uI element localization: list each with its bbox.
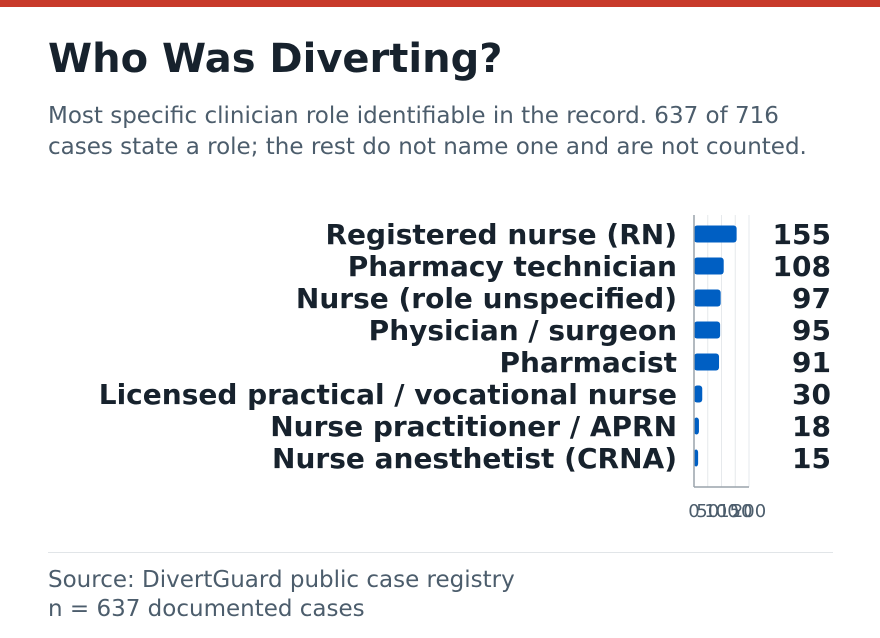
value-label: 108 [773,250,831,283]
category-label: Nurse practitioner / APRN [270,410,677,443]
sample-size-note: n = 637 documented cases [48,596,365,622]
category-label: Physician / surgeon [369,314,677,347]
page-subtitle: Most specific clinician role identifiabl… [48,103,807,160]
bar [694,385,703,403]
category-labels: Registered nurse (RN)Pharmacy technician… [99,218,677,475]
value-label: 18 [792,410,831,443]
x-tick-label: 100 [704,501,738,522]
accent-bar [0,0,880,7]
x-tick-label: 0 [688,501,699,522]
value-label: 30 [792,378,831,411]
x-tick-label: 50 [696,501,719,522]
bar [694,257,724,275]
bar [694,225,737,243]
footer-divider [48,552,833,553]
bar [694,353,720,371]
value-label: 15 [792,442,831,475]
value-label: 155 [773,218,831,251]
category-label: Nurse anesthetist (CRNA) [272,442,677,475]
bars [694,225,737,467]
category-label: Pharmacy technician [348,250,677,283]
x-tick-label: 150 [718,501,752,522]
category-label: Nurse (role unspecified) [296,282,677,315]
x-tick-label: 200 [732,501,766,522]
page-title: Who Was Diverting? [48,36,503,82]
category-label: Registered nurse (RN) [326,218,678,251]
bar [694,449,699,467]
bar [694,289,721,307]
footer: Source: DivertGuard public case registry… [48,566,515,624]
value-label: 91 [792,346,831,379]
source-note: Source: DivertGuard public case registry [48,567,515,593]
gridlines [707,215,750,487]
value-label: 97 [792,282,831,315]
bar [694,417,699,435]
value-label: 95 [792,314,831,347]
category-label: Pharmacist [500,346,677,379]
bar [694,321,721,339]
category-label: Licensed practical / vocational nurse [99,378,677,411]
